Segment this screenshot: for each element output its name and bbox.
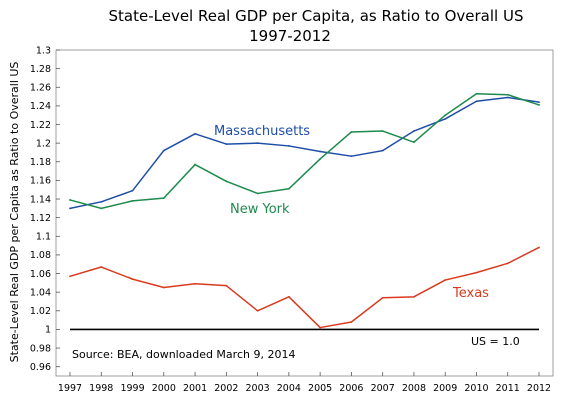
y-tick-label: 0.96 bbox=[30, 362, 51, 373]
x-axis: 1997 1998 1999 2000 2001 2002 2003 2004 2005 2006… bbox=[58, 372, 551, 394]
y-tick-label: 1.16 bbox=[30, 176, 51, 187]
x-tick-label: 2011 bbox=[496, 383, 520, 394]
plot-frame bbox=[55, 49, 554, 377]
x-tick-label: 2002 bbox=[214, 383, 238, 394]
y-tick-label: 1.06 bbox=[30, 269, 51, 280]
x-tick-label: 1999 bbox=[120, 383, 144, 394]
data-point-new-york bbox=[256, 192, 259, 195]
data-point-new-york bbox=[444, 114, 447, 117]
y-tick-label: 1.26 bbox=[30, 83, 51, 94]
data-point-texas bbox=[100, 266, 103, 268]
y-tick-label: 1.24 bbox=[30, 101, 51, 112]
series-line-massachusetts bbox=[69, 96, 540, 210]
data-point-massachusetts bbox=[413, 130, 415, 132]
y-tick-label: 1.04 bbox=[30, 287, 51, 298]
data-point-new-york bbox=[538, 104, 540, 106]
x-tick-label: 2006 bbox=[339, 383, 363, 394]
series-label-massachusetts: Massachusetts bbox=[214, 124, 310, 139]
data-point-texas bbox=[69, 275, 71, 278]
source-annotation: Source: BEA, downloaded March 9, 2014 bbox=[72, 348, 295, 361]
x-tick-label: 2008 bbox=[402, 383, 426, 394]
data-point-massachusetts bbox=[131, 189, 134, 192]
y-axis-label: State-Level Real GDP per Capita as Ratio… bbox=[8, 62, 21, 363]
data-point-massachusetts bbox=[225, 143, 228, 145]
x-tick-label: 2003 bbox=[246, 383, 270, 394]
y-tick-label: 1.14 bbox=[30, 194, 51, 205]
data-point-new-york bbox=[69, 199, 71, 201]
data-point-massachusetts bbox=[506, 96, 509, 99]
data-point-massachusetts bbox=[162, 149, 165, 152]
data-point-new-york bbox=[319, 158, 322, 160]
data-point-texas bbox=[162, 286, 165, 289]
y-tick-label: 1.2 bbox=[36, 138, 51, 149]
chart-subtitle: 1997-2012 bbox=[249, 27, 331, 45]
data-point-texas bbox=[506, 262, 509, 265]
y-tick-label: 1.18 bbox=[30, 157, 51, 168]
x-tick-label: 2001 bbox=[183, 383, 207, 394]
data-point-texas bbox=[319, 326, 322, 329]
data-point-massachusetts bbox=[538, 101, 540, 104]
y-tick-label: 1.1 bbox=[36, 232, 51, 243]
y-tick-label: 1.22 bbox=[30, 120, 51, 131]
data-point-new-york bbox=[350, 131, 353, 133]
data-point-massachusetts bbox=[256, 142, 259, 145]
x-tick-label: 2004 bbox=[277, 383, 301, 394]
data-point-massachusetts bbox=[319, 150, 322, 153]
data-point-texas bbox=[225, 284, 228, 287]
x-tick-label: 2010 bbox=[464, 383, 488, 394]
data-point-massachusetts bbox=[475, 100, 478, 103]
data-point-texas bbox=[538, 246, 540, 249]
data-point-new-york bbox=[381, 130, 384, 132]
data-point-massachusetts bbox=[100, 200, 103, 203]
y-tick-label: 0.98 bbox=[30, 343, 51, 354]
series-line-texas bbox=[69, 246, 540, 329]
x-tick-label: 1997 bbox=[58, 383, 82, 394]
data-point-massachusetts bbox=[287, 145, 290, 147]
chart-title: State-Level Real GDP per Capita, as Rati… bbox=[109, 7, 524, 25]
y-tick-label: 1.02 bbox=[30, 306, 51, 317]
data-point-new-york bbox=[287, 187, 290, 190]
data-point-new-york bbox=[506, 93, 509, 96]
y-tick-label: 1.3 bbox=[36, 45, 51, 56]
series-group bbox=[69, 92, 540, 329]
data-point-texas bbox=[287, 295, 290, 298]
x-tick-label: 1998 bbox=[89, 383, 113, 394]
x-tick-label: 2009 bbox=[433, 383, 457, 394]
y-tick-label: 1.12 bbox=[30, 213, 51, 224]
y-tick-label: 1.28 bbox=[30, 64, 51, 75]
series-line-new-york bbox=[69, 93, 540, 210]
data-point-texas bbox=[413, 295, 415, 298]
series-label-new-york: New York bbox=[230, 202, 290, 217]
series-label-texas: Texas bbox=[452, 286, 489, 301]
data-point-texas bbox=[256, 309, 259, 312]
y-axis: 0.96 0.98 1 1.02 1.04 1.06 1.08 1.1 1.12 1.14 1.16… bbox=[30, 45, 60, 373]
reference-line-label: US = 1.0 bbox=[471, 335, 520, 348]
data-point-texas bbox=[381, 296, 384, 299]
data-point-massachusetts bbox=[381, 149, 384, 152]
x-tick-label: 2005 bbox=[308, 383, 332, 394]
plot-area: 0.96 0.98 1 1.02 1.04 1.06 1.08 1.1 1.12 1.14 1.16… bbox=[30, 45, 554, 394]
data-point-massachusetts bbox=[444, 118, 447, 120]
x-tick-label: 2007 bbox=[371, 383, 395, 394]
y-tick-label: 1 bbox=[45, 325, 51, 336]
x-tick-label: 2012 bbox=[527, 383, 551, 394]
y-tick-label: 1.08 bbox=[30, 250, 51, 261]
data-point-new-york bbox=[100, 207, 103, 210]
data-point-texas bbox=[131, 278, 134, 281]
data-point-massachusetts bbox=[69, 207, 71, 210]
data-point-new-york bbox=[225, 180, 228, 183]
x-tick-label: 2000 bbox=[152, 383, 176, 394]
data-point-massachusetts bbox=[194, 132, 196, 135]
data-point-massachusetts bbox=[350, 155, 353, 158]
data-point-new-york bbox=[475, 92, 478, 95]
data-point-texas bbox=[475, 271, 478, 274]
data-point-texas bbox=[444, 279, 447, 281]
data-point-texas bbox=[350, 321, 353, 323]
data-point-new-york bbox=[131, 199, 134, 202]
data-point-texas bbox=[194, 282, 196, 285]
data-point-new-york bbox=[194, 163, 196, 166]
data-point-new-york bbox=[413, 141, 415, 144]
data-point-new-york bbox=[162, 197, 165, 199]
